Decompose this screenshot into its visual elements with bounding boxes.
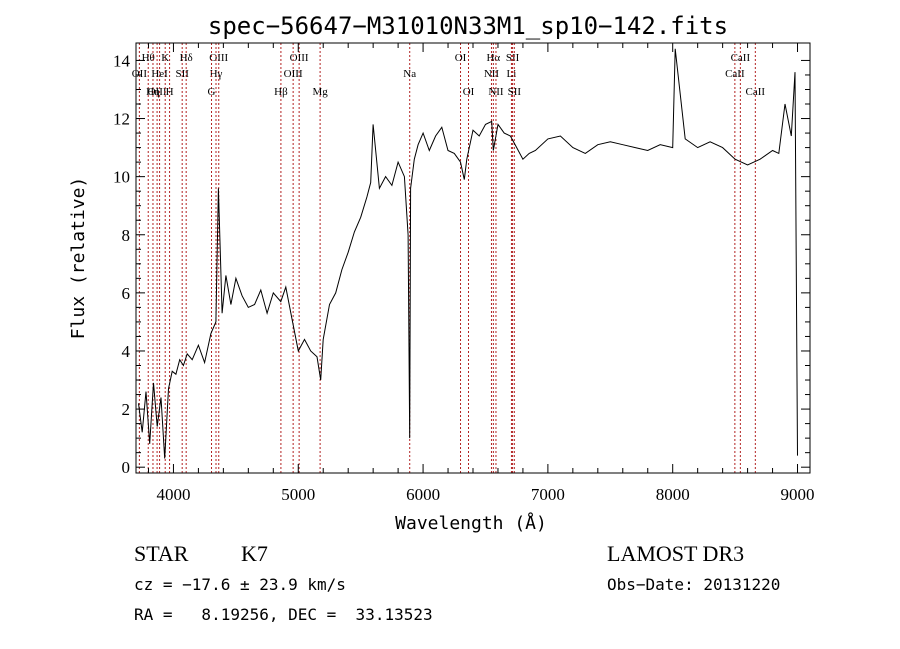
y-tick-label-12: 12 bbox=[113, 110, 130, 129]
y-tick-label-14: 14 bbox=[113, 51, 131, 70]
line-marker-label-18: OI bbox=[463, 86, 475, 98]
line-marker-label-22: Li bbox=[507, 68, 517, 80]
line-marker-label-2: OIII bbox=[148, 86, 167, 98]
line-marker-label-17: OI bbox=[455, 52, 467, 64]
y-axis-label: Flux (relative) bbox=[68, 177, 89, 340]
line-marker-label-14: Hβ bbox=[274, 86, 288, 98]
flux-series-line bbox=[138, 48, 798, 459]
line-marker-label-25: CaII bbox=[731, 52, 751, 64]
survey-name: LAMOST DR3 bbox=[607, 541, 744, 566]
line-marker-label-20: SII bbox=[506, 52, 520, 64]
chart-title: spec−56647−M31010N33M1_sp10−142.fits bbox=[208, 12, 728, 40]
line-marker-label-11: G bbox=[208, 86, 216, 98]
line-marker-label-16: Na bbox=[403, 68, 416, 80]
coords-text: RA = 8.19256, DEC = 33.13523 bbox=[134, 605, 433, 624]
line-marker-label-21: NII bbox=[484, 68, 500, 80]
line-marker-label-3: Hη bbox=[146, 86, 160, 98]
object-class: STAR bbox=[134, 541, 189, 566]
redshift-text: cz = −17.6 ± 23.9 km/s bbox=[134, 575, 346, 594]
x-tick-label-8000: 8000 bbox=[656, 485, 690, 504]
y-tick-label-10: 10 bbox=[113, 168, 130, 187]
line-marker-label-5: HeI bbox=[151, 68, 168, 80]
line-marker-label-24: SII bbox=[508, 86, 522, 98]
line-marker-label-26: CaII bbox=[725, 68, 745, 80]
line-marker-label-19: Hα bbox=[486, 52, 500, 64]
line-marker-label-6: H bbox=[166, 86, 174, 98]
y-tick-label-4: 4 bbox=[122, 342, 131, 361]
object-subclass: K7 bbox=[241, 541, 268, 566]
y-tick-label-2: 2 bbox=[122, 400, 131, 419]
line-marker-label-10: Hγ bbox=[210, 68, 223, 80]
line-marker-label-15: Mg bbox=[312, 86, 328, 98]
x-tick-label-4000: 4000 bbox=[156, 485, 190, 504]
line-marker-label-12: OIII bbox=[290, 52, 309, 64]
x-axis-label: Wavelength (Å) bbox=[395, 512, 547, 534]
x-tick-label-6000: 6000 bbox=[406, 485, 440, 504]
plot-frame bbox=[135, 42, 811, 474]
line-marker-label-7: SII bbox=[175, 68, 189, 80]
line-marker-label-9: OIII bbox=[209, 52, 228, 64]
line-marker-label-27: CaII bbox=[746, 86, 766, 98]
y-tick-label-8: 8 bbox=[122, 226, 131, 245]
line-marker-label-0: Hθ bbox=[142, 52, 155, 64]
x-tick-label-7000: 7000 bbox=[531, 485, 565, 504]
y-axis: 0 2 4 6 8 10 12 14 bbox=[113, 51, 810, 477]
line-marker-label-8: Hδ bbox=[180, 52, 193, 64]
x-tick-label-5000: 5000 bbox=[281, 485, 315, 504]
obs-date-text: Obs−Date: 20131220 bbox=[607, 575, 780, 594]
y-tick-label-0: 0 bbox=[122, 458, 131, 477]
line-marker-label-1: OII bbox=[132, 68, 148, 80]
line-marker-label-23: NII bbox=[488, 86, 504, 98]
line-marker-label-4: K bbox=[161, 52, 169, 64]
line-marker-label-13: OIII bbox=[284, 68, 303, 80]
x-tick-label-9000: 9000 bbox=[781, 485, 815, 504]
x-axis: 4000 5000 6000 7000 8000 9000 bbox=[147, 43, 815, 504]
y-tick-label-6: 6 bbox=[122, 284, 131, 303]
